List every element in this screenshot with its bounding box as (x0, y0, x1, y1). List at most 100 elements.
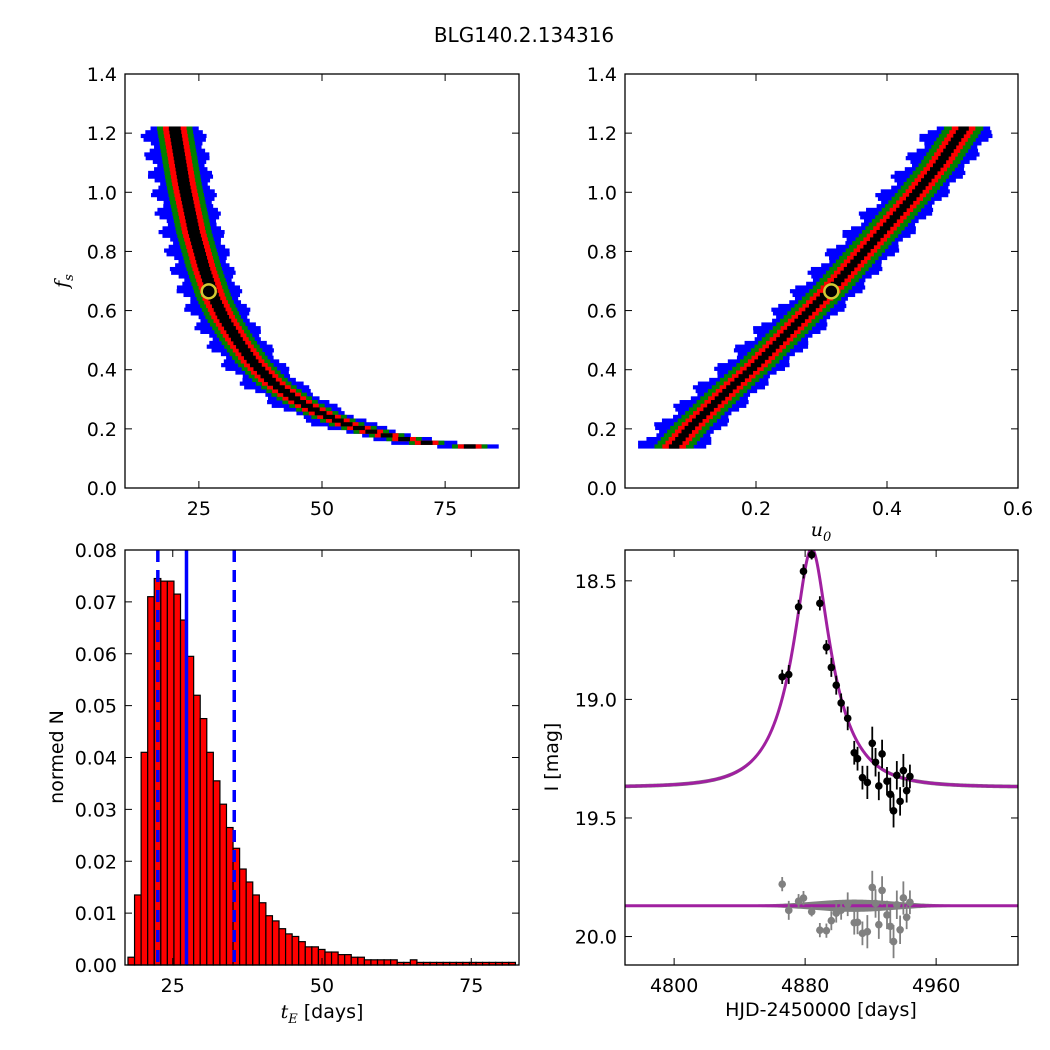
histogram-bar (199, 717, 208, 966)
y-tick-label: 0.0 (587, 478, 617, 500)
contour-core-cell (921, 178, 932, 183)
contour-core-cell (722, 388, 733, 394)
contour-core-cell (184, 215, 197, 220)
y-tick-label: 20.0 (575, 927, 617, 949)
contour-core-cell (918, 181, 929, 187)
contour-core-cell (805, 307, 816, 312)
y-tick-label: 0.02 (75, 851, 117, 873)
contour-core-cell (873, 233, 884, 238)
contour-core-cell (847, 263, 858, 268)
best-fit-marker (823, 283, 840, 300)
contour-core-cell (353, 425, 365, 431)
contour-core-cell (879, 226, 891, 231)
contour-core-cell (801, 311, 813, 316)
contour-core-cell (323, 414, 335, 420)
histogram-bar (212, 780, 221, 966)
residual-point (902, 913, 911, 922)
x-tick-label: 25 (187, 498, 211, 520)
contour-core-cell (703, 407, 714, 412)
contour-core-cell (307, 407, 320, 412)
data-point (837, 699, 845, 707)
y-tick-label: 0.8 (87, 241, 117, 263)
contour-core-cell (208, 296, 221, 301)
contour-core-cell (188, 229, 200, 235)
contour-core-cell (948, 141, 959, 146)
contour-core-cell (194, 252, 207, 257)
contour-core-cell (866, 241, 878, 246)
residual-point (896, 925, 904, 934)
histogram-bar (337, 954, 346, 966)
histogram-bar (140, 751, 149, 966)
contour-core-cell (174, 159, 187, 164)
x-tick-label: 75 (433, 498, 457, 520)
contour-core-cell (915, 185, 926, 190)
histogram-bar (160, 580, 168, 966)
x-tick-label: 0.4 (872, 498, 902, 520)
contour-core-cell (217, 315, 230, 320)
contour-core-cell (765, 348, 776, 353)
x-tick-label: 50 (310, 975, 334, 997)
contour-core-cell (340, 422, 353, 427)
contour-core-cell (787, 326, 798, 331)
data-point (807, 550, 816, 559)
contour-core-cell (850, 259, 861, 264)
contour-core-cell (211, 303, 224, 309)
panel-fs-vs-te: 25 50 75 0.0 0.2 0.4 0.6 0.8 1.0 1.2 1.4 fs (51, 64, 520, 520)
contour-core-cell (187, 226, 200, 231)
contour-core-cell (168, 126, 181, 131)
contour-core-cell (945, 144, 957, 150)
contour-core-cell (892, 211, 904, 216)
panel-te-histogram: 25 50 75 0.00 0.01 0.02 0.03 0.04 0.05 0.06 0.07 0.… (46, 540, 520, 1027)
contour-core-cell (699, 411, 711, 416)
y-axis-label: normed N (46, 710, 68, 804)
x-axis-label: tE [days] (281, 1001, 364, 1027)
contour-core-cell (189, 233, 201, 238)
contour-core-cell (924, 174, 935, 179)
x-tick-label: 4960 (912, 975, 960, 997)
histogram-bar (239, 868, 247, 966)
contour-core-cell (301, 403, 313, 408)
y-tick-label: 1.0 (87, 182, 117, 204)
residual-point (837, 906, 845, 915)
contour-core-cell (283, 392, 296, 397)
contour-core-cell (197, 263, 210, 268)
histogram-bar (298, 941, 306, 966)
contour-core-cell (236, 344, 248, 349)
contour-core-cell (173, 152, 185, 157)
data-point (858, 773, 867, 782)
contour-core-cell (178, 185, 191, 190)
contour-core-cell (331, 418, 344, 423)
contour-core-cell (958, 126, 969, 131)
residual-point (875, 920, 883, 929)
x-axis-label: u0 (811, 519, 832, 545)
x-axis-label: HJD-2450000 [days] (725, 999, 917, 1021)
contour-core-cell (772, 340, 784, 346)
x-tick-label: 25 (161, 975, 185, 997)
y-axis-label: fs (51, 274, 77, 290)
contour-core-cell (856, 252, 868, 257)
y-tick-label: 0.04 (75, 748, 117, 770)
contour-core-cell (233, 340, 246, 346)
contour-core-cell (184, 211, 197, 216)
contour-core-cell (185, 218, 198, 224)
contour-core-cell (173, 156, 186, 161)
y-tick-label: 1.0 (587, 182, 617, 204)
contour-core-cell (213, 307, 226, 312)
histogram-bar (232, 847, 241, 966)
histogram-bar (166, 580, 175, 966)
contour-core-cell (182, 204, 195, 209)
contour-core-cell (837, 274, 848, 279)
y-tick-label: 0.2 (587, 419, 617, 441)
contour-core-cell (267, 381, 280, 386)
histogram-bar (133, 894, 142, 966)
contour-core-cell (196, 259, 209, 264)
contour-core-cell (905, 196, 917, 201)
x-tick-label: 0.2 (741, 498, 771, 520)
contour-core-cell (171, 144, 184, 150)
contour-core-cell (726, 385, 737, 390)
residual-point (853, 918, 862, 927)
data-point (889, 807, 898, 815)
contour-core-cell (935, 159, 947, 164)
contour-core-cell (221, 322, 234, 327)
y-tick-label: 0.03 (75, 799, 117, 821)
